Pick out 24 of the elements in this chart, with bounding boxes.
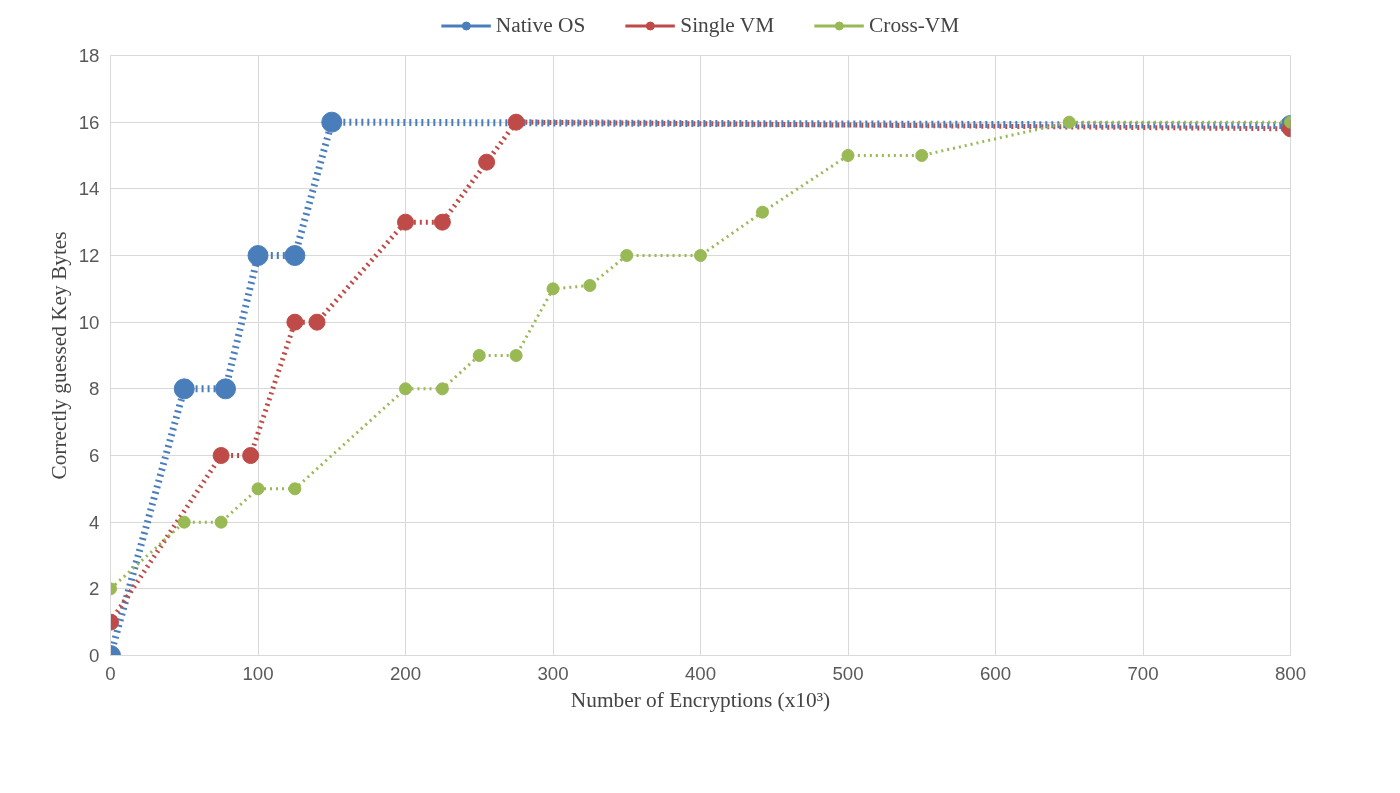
y-tick-label: 12 [78,245,100,266]
y-tick-label: 2 [89,578,100,600]
x-tick-label: 100 [242,662,274,684]
x-tick-label: 500 [832,662,864,684]
x-tick-label: 0 [105,662,116,684]
x-tick-label: 400 [684,662,717,684]
x-tick-label: 200 [389,662,422,684]
x-tick-label: 800 [1274,662,1307,684]
y-tick-label: 18 [78,45,100,66]
legend-label: Single VM [680,12,775,38]
y-tick-label: 4 [89,511,100,533]
y-tick-label: 16 [78,111,100,133]
y-axis-title: Correctly guessed Key Bytes [46,231,71,480]
x-tick-label: 300 [537,662,569,684]
y-tick-label: 14 [78,178,100,200]
y-tick-label: 10 [78,311,100,333]
legend-label: Cross-VM [869,12,960,38]
legend-label: Native OS [495,12,586,38]
y-tick-label: 8 [89,378,100,400]
x-tick-label: 700 [1127,662,1159,684]
x-axis-title: Number of Encryptions (x10³) [570,687,831,712]
y-tick-label: 0 [89,645,100,666]
x-tick-label: 600 [979,662,1012,684]
y-tick-label: 6 [89,445,100,466]
